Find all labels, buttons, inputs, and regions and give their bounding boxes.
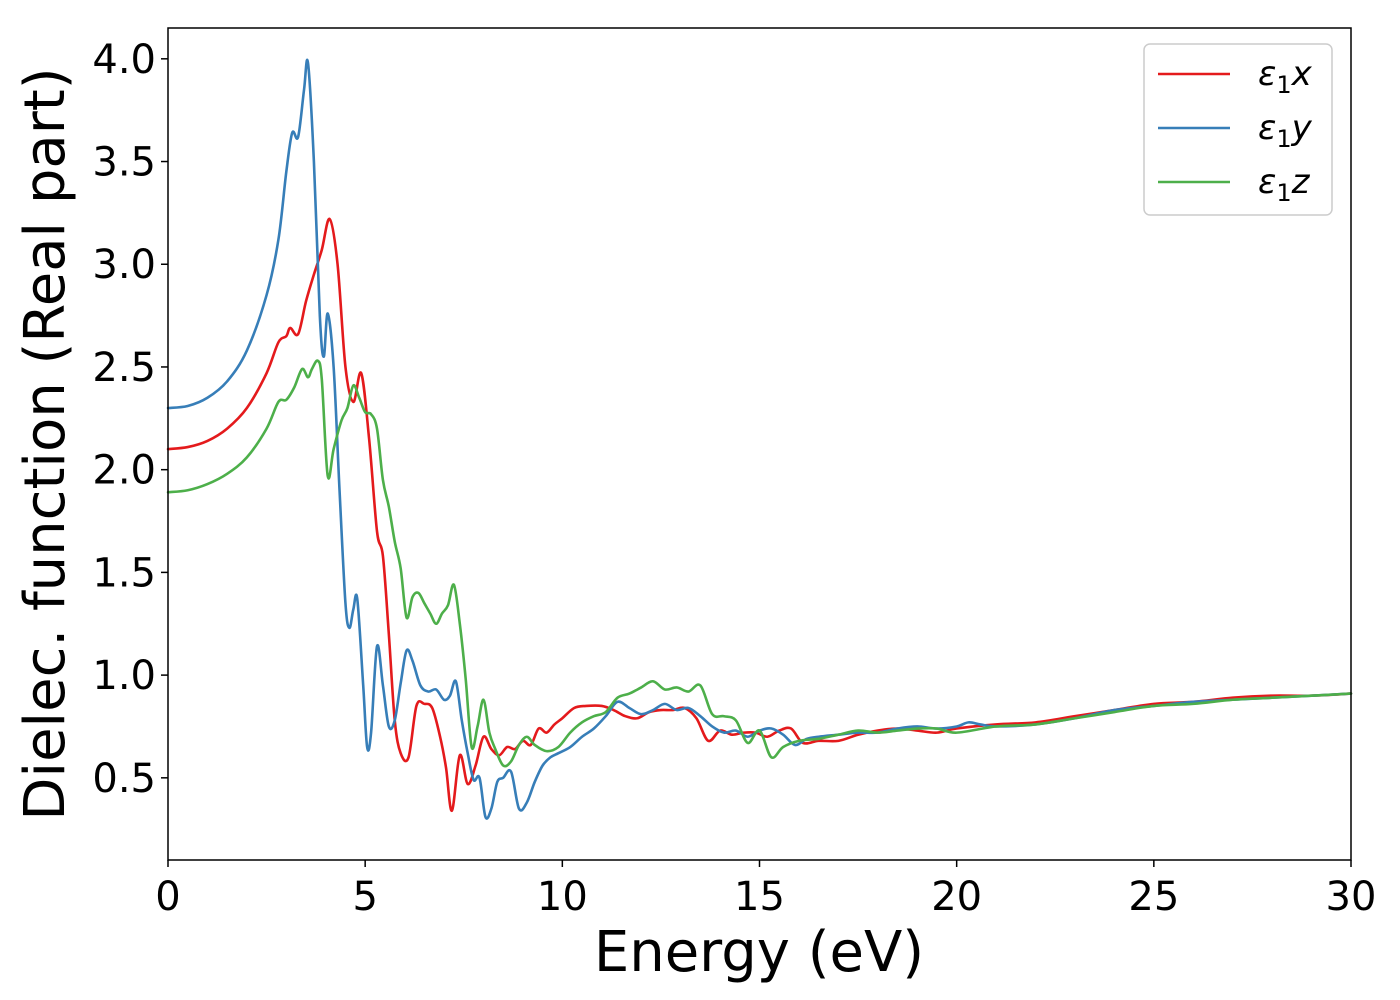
x-tick-label: 5 bbox=[352, 874, 377, 920]
y-tick-label: 4.0 bbox=[92, 37, 156, 83]
x-tick-label: 10 bbox=[537, 874, 588, 920]
x-tick-label: 20 bbox=[931, 874, 982, 920]
series-layer bbox=[166, 58, 1353, 820]
y-tick-label: 3.0 bbox=[92, 242, 156, 288]
x-tick-label: 15 bbox=[734, 874, 785, 920]
legend-label-z: ε1z bbox=[1258, 162, 1311, 207]
x-axis-ticks: 0 5 10 15 20 25 30 bbox=[155, 860, 1376, 920]
y-tick-label: 2.0 bbox=[92, 448, 156, 494]
series-line-z bbox=[166, 359, 1353, 768]
legend-label-y: ε1y bbox=[1258, 108, 1313, 153]
legend: ε1x ε1y ε1z bbox=[1143, 43, 1333, 216]
series-line-x bbox=[166, 217, 1353, 813]
y-tick-label: 3.5 bbox=[92, 140, 156, 186]
x-tick-label: 25 bbox=[1128, 874, 1179, 920]
legend-box bbox=[1143, 43, 1333, 216]
y-tick-label: 1.5 bbox=[92, 550, 156, 596]
y-tick-label: 0.5 bbox=[92, 756, 156, 802]
x-tick-label: 0 bbox=[155, 874, 180, 920]
y-tick-label: 2.5 bbox=[92, 345, 156, 391]
x-axis-label: Energy (eV) bbox=[594, 920, 924, 985]
legend-label-x: ε1x bbox=[1258, 54, 1313, 99]
y-tick-label: 1.0 bbox=[92, 653, 156, 699]
y-axis-label: Dielec. function (Real part) bbox=[13, 67, 78, 820]
y-axis-ticks: 0.5 1.0 1.5 2.0 2.5 3.0 3.5 4.0 bbox=[92, 37, 168, 802]
x-tick-label: 30 bbox=[1326, 874, 1377, 920]
